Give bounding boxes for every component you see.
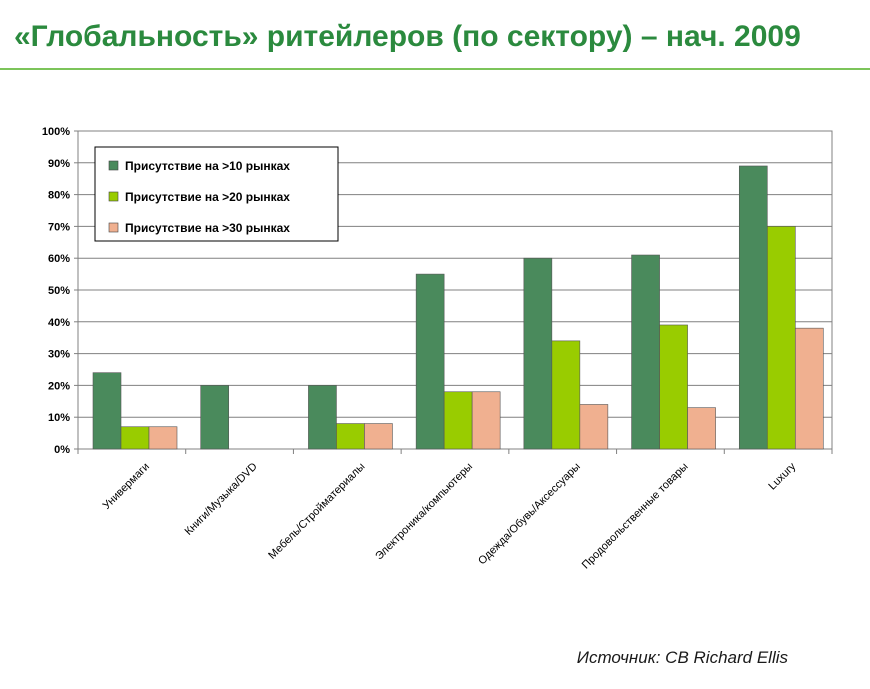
bar <box>120 426 150 450</box>
y-tick-label: 80% <box>48 190 70 202</box>
x-tick-label: Мебель/Стройматериалы <box>266 461 367 562</box>
bar <box>687 407 716 450</box>
y-tick-label: 40% <box>48 317 70 329</box>
y-tick-label: 0% <box>54 444 70 456</box>
bar <box>92 372 122 450</box>
legend-swatch <box>108 191 119 202</box>
bar <box>579 404 609 450</box>
bar <box>308 385 337 450</box>
x-tick-label: Продовольственные товары <box>580 461 691 572</box>
bar <box>766 226 796 450</box>
bar <box>336 423 365 450</box>
y-tick-label: 90% <box>48 158 70 170</box>
bar <box>364 423 393 450</box>
x-tick-label: Универмаги <box>101 461 152 512</box>
y-tick-label: 60% <box>48 253 70 265</box>
y-tick-label: 100% <box>42 126 70 138</box>
legend-label: Присутствие на >10 рынках <box>125 159 290 173</box>
legend-label: Присутствие на >30 рынках <box>125 221 290 235</box>
y-tick-label: 10% <box>48 412 70 424</box>
bar <box>443 391 473 450</box>
bar <box>471 391 501 450</box>
y-tick-label: 70% <box>48 221 70 233</box>
bar <box>523 257 553 450</box>
x-tick-label: Одежда/Обувь/Аксессуары <box>476 461 583 568</box>
legend-swatch <box>108 222 119 233</box>
x-tick-label: Электроника/компьютеры <box>373 461 475 563</box>
bar <box>148 426 178 450</box>
bar <box>631 254 660 450</box>
x-tick-label: Книги/Музыка/DVD <box>183 461 260 538</box>
legend-label: Присутствие на >20 рынках <box>125 190 290 204</box>
y-tick-label: 20% <box>48 380 70 392</box>
bar <box>200 385 230 450</box>
bar <box>794 327 824 450</box>
y-tick-label: 30% <box>48 349 70 361</box>
y-tick-label: 50% <box>48 285 70 297</box>
legend-swatch <box>108 160 119 171</box>
bar <box>415 273 445 450</box>
title-underline <box>0 68 870 70</box>
bar <box>659 324 688 450</box>
bar <box>738 165 768 450</box>
page-title: «Глобальность» ритейлеров (по сектору) –… <box>14 20 801 53</box>
legend-box <box>94 146 339 242</box>
source-note: Источник: CB Richard Ellis <box>576 648 788 667</box>
bar <box>551 340 581 450</box>
x-tick-label: Luxury <box>766 460 798 492</box>
